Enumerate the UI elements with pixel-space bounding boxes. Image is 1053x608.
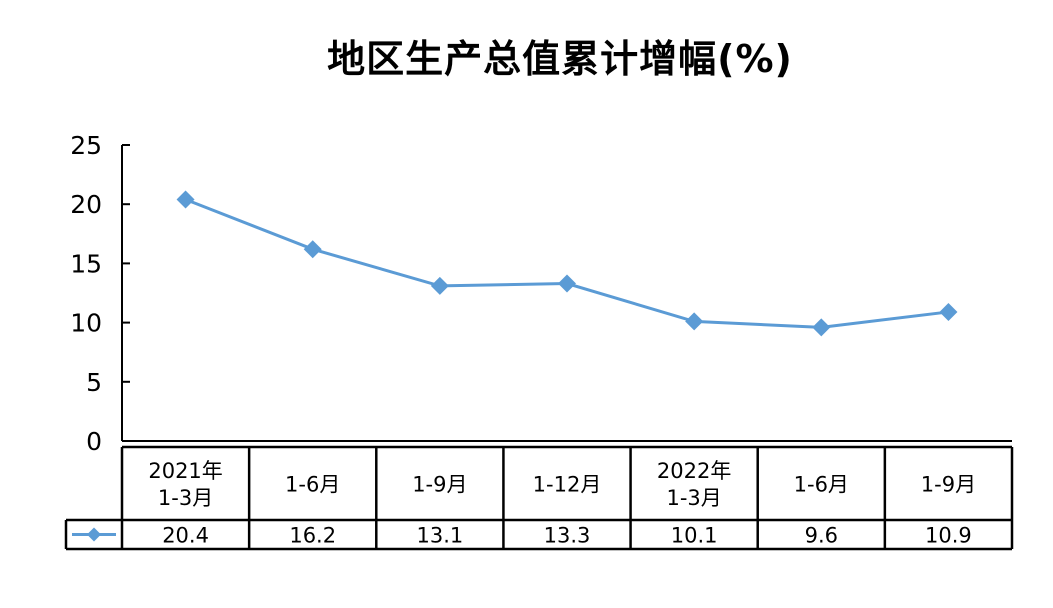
y-tick-label: 10 bbox=[70, 309, 102, 338]
y-tick-label: 15 bbox=[70, 249, 102, 278]
data-point bbox=[685, 312, 704, 331]
x-category-label: 1-9月 bbox=[921, 473, 976, 497]
x-category-label: 1-3月 bbox=[158, 486, 213, 510]
table-value-label: 13.3 bbox=[544, 524, 591, 548]
table-value-label: 16.2 bbox=[289, 524, 336, 548]
x-category-label: 1-6月 bbox=[285, 473, 340, 497]
y-tick-label: 25 bbox=[70, 131, 102, 160]
x-category-label: 1-12月 bbox=[533, 473, 602, 497]
x-category-label: 1-9月 bbox=[412, 473, 467, 497]
table-value-label: 20.4 bbox=[162, 524, 209, 548]
data-point bbox=[939, 302, 958, 321]
y-tick-label: 0 bbox=[86, 427, 102, 456]
data-point bbox=[430, 276, 449, 295]
y-tick-label: 5 bbox=[86, 368, 102, 397]
x-category-label: 1-3月 bbox=[666, 486, 721, 510]
table-value-label: 10.9 bbox=[925, 524, 972, 548]
data-table: 2021年 1-3月 1-6月 1-9月 1-12月 2022年 1-3月 1-6月 1-9月 2… bbox=[64, 445, 1014, 551]
legend-marker bbox=[87, 527, 101, 542]
data-point bbox=[558, 274, 576, 293]
table-value-label: 10.1 bbox=[671, 524, 718, 548]
x-category-label: 1-6月 bbox=[794, 473, 849, 497]
table-value-label: 9.6 bbox=[805, 524, 838, 548]
table-value-label: 13.1 bbox=[416, 524, 463, 548]
series-layer bbox=[176, 190, 958, 337]
data-point bbox=[812, 318, 831, 337]
data-point bbox=[176, 190, 195, 209]
y-tick-label: 20 bbox=[70, 190, 102, 219]
axes: 0 5 10 15 20 25 bbox=[70, 131, 1012, 456]
chart-title: 地区生产总值累计增幅(%) bbox=[327, 37, 793, 81]
x-category-label: 2021年 bbox=[148, 459, 222, 483]
series-line bbox=[185, 198, 949, 329]
data-point bbox=[303, 240, 322, 259]
x-category-label: 2022年 bbox=[657, 459, 731, 483]
